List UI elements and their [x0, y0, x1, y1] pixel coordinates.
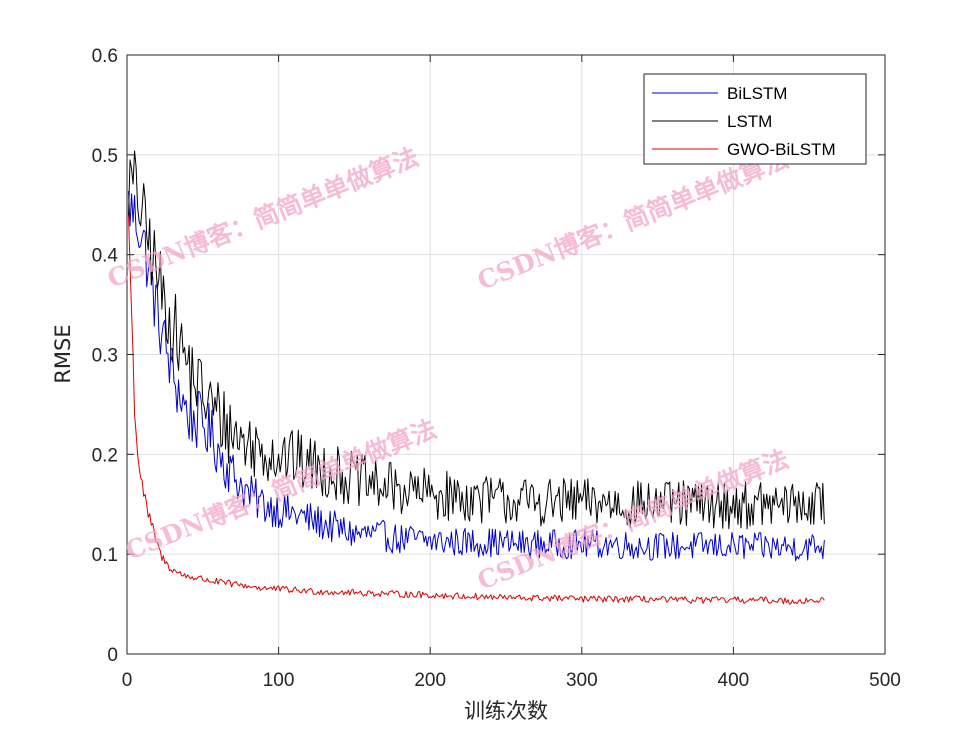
- x-tick-label: 200: [414, 670, 446, 691]
- x-axis-title: 训练次数: [464, 699, 548, 723]
- y-tick-label: 0: [107, 645, 118, 666]
- series-line-gwo-bilstm: [128, 215, 825, 605]
- y-axis-title: RMSE: [51, 324, 75, 383]
- series-line-bilstm: [128, 191, 825, 562]
- y-tick-label: 0.4: [92, 246, 119, 267]
- x-tick-label: 500: [869, 670, 901, 691]
- legend-label: BiLSTM: [727, 84, 787, 103]
- series-line-lstm: [128, 150, 825, 530]
- legend-label: LSTM: [727, 112, 772, 131]
- tick-labels: 0 100 200 300 400 500 0 0.1 0.2 0.3 0.4 0.5 0.6: [92, 46, 901, 691]
- series-layer: [128, 150, 825, 605]
- y-tick-label: 0.5: [92, 146, 118, 167]
- axis-ticks: [126, 54, 886, 655]
- x-tick-label: 300: [566, 670, 598, 691]
- y-tick-label: 0.1: [92, 545, 118, 566]
- y-tick-label: 0.6: [92, 46, 118, 67]
- y-tick-label: 0.2: [92, 445, 118, 466]
- y-tick-label: 0.3: [92, 346, 118, 367]
- x-tick-label: 0: [122, 670, 133, 691]
- x-tick-label: 400: [718, 670, 750, 691]
- x-tick-label: 100: [263, 670, 295, 691]
- legend: BiLSTM LSTM GWO-BiLSTM: [643, 73, 867, 165]
- legend-label: GWO-BiLSTM: [727, 140, 836, 159]
